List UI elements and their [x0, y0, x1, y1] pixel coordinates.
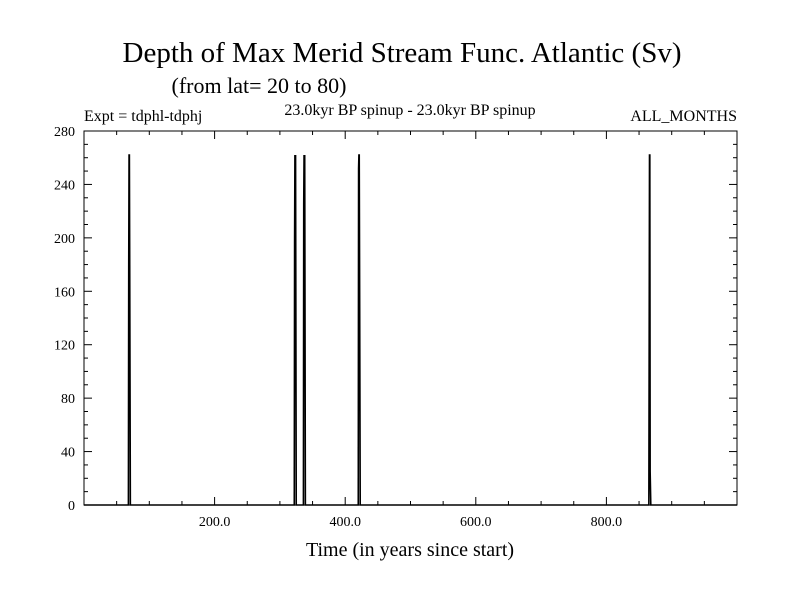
- y-tick-label: 80: [61, 392, 75, 407]
- x-axis-label: Time (in years since start): [306, 539, 514, 561]
- chart-title: Depth of Max Merid Stream Func. Atlantic…: [123, 37, 682, 69]
- series-line: [84, 154, 737, 506]
- annotation-left: Expt = tdphl-tdphj: [84, 108, 202, 125]
- chart-subtitle: (from lat= 20 to 80): [172, 73, 347, 98]
- plot-frame: [83, 130, 738, 506]
- y-tick-label: 280: [54, 125, 75, 140]
- y-tick-label: 0: [68, 499, 75, 514]
- x-tick-label: 800.0: [591, 515, 623, 530]
- y-tick-label: 200: [54, 232, 75, 247]
- annotation-center: 23.0kyr BP spinup - 23.0kyr BP spinup: [284, 102, 535, 119]
- x-tick-label: 200.0: [199, 515, 231, 530]
- y-tick-label: 160: [54, 285, 75, 300]
- plot-area: 200.0 400.0 600.0 800.0 0 40 80 120 160 200 240 280: [54, 125, 738, 530]
- annotation-right: ALL_MONTHS: [630, 108, 737, 125]
- x-tick-label: 400.0: [329, 515, 361, 530]
- y-tick-label: 40: [61, 446, 75, 461]
- x-tick-label: 600.0: [460, 515, 492, 530]
- y-tick-label: 120: [54, 339, 75, 354]
- y-tick-label: 240: [54, 178, 75, 193]
